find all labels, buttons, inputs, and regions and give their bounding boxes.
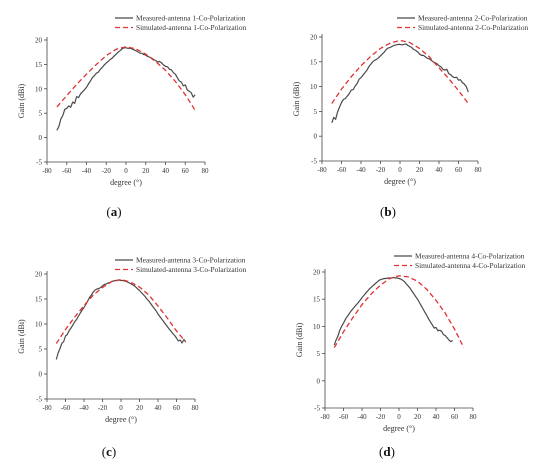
y-tick-label: -5	[314, 405, 320, 413]
legend-entry: Simulated-antenna 2-Co-Polarization	[418, 23, 529, 32]
x-tick-label: -40	[82, 167, 92, 175]
y-tick-label: 15	[35, 61, 43, 69]
x-tick-label: 80	[192, 404, 200, 412]
legend-entry: Simulated-antenna 3-Co-Polarization	[136, 265, 247, 274]
x-tick-label: -40	[356, 166, 366, 174]
y-tick-label: 0	[314, 133, 318, 141]
x-tick-label: -20	[376, 413, 386, 421]
y-tick-label: -5	[36, 396, 42, 404]
x-tick-label: -60	[62, 167, 72, 175]
x-tick-label: 20	[136, 404, 144, 412]
x-tick-label: -60	[337, 166, 347, 174]
x-tick-label: 80	[470, 413, 478, 421]
y-axis-label: Gain (dBi)	[17, 319, 26, 354]
measured-series-line	[56, 47, 196, 131]
x-tick-label: -20	[376, 166, 386, 174]
x-axis-label: degree (°)	[384, 177, 416, 186]
y-tick-label: 5	[317, 350, 321, 358]
x-tick-label: 20	[416, 166, 424, 174]
y-tick-label: 0	[39, 134, 43, 142]
x-tick-label: -80	[320, 413, 330, 421]
y-axis-label: Gain (dBi)	[295, 322, 304, 357]
x-tick-label: 60	[451, 413, 459, 421]
x-tick-label: 20	[142, 167, 150, 175]
y-tick-label: 20	[310, 34, 318, 42]
measured-series-line	[55, 279, 187, 360]
simulated-series-line	[55, 278, 187, 344]
y-tick-label: 0	[39, 371, 43, 379]
legend: Measured-antenna 4-Co-PolarizationSimula…	[394, 252, 526, 270]
x-axis-label: degree (°)	[383, 424, 415, 433]
x-tick-label: 60	[455, 166, 463, 174]
y-tick-label: -5	[36, 159, 42, 167]
x-tick-label: 40	[436, 166, 444, 174]
simulated-series-line	[56, 46, 196, 111]
legend-entry: Measured-antenna 3-Co-Polarization	[136, 256, 246, 265]
legend-entry: Measured-antenna 2-Co-Polarization	[418, 14, 528, 23]
x-tick-label: 40	[155, 404, 163, 412]
x-tick-label: -80	[42, 404, 52, 412]
x-tick-label: 40	[433, 413, 441, 421]
y-axis-label: Gain (dBi)	[292, 81, 301, 116]
legend: Measured-antenna 3-Co-PolarizationSimula…	[115, 256, 247, 274]
y-tick-label: 15	[313, 296, 321, 304]
y-tick-label: 10	[35, 85, 43, 93]
x-tick-label: 60	[182, 167, 190, 175]
panel-label: (a)	[106, 204, 121, 219]
legend-entry: Measured-antenna 1-Co-Polarization	[136, 14, 246, 23]
chart-panel-d: -80 -60 -40 -20 0 20 40 60 80 -5 0 5 10 15 20 degree (°…	[295, 252, 526, 460]
x-tick-label: 0	[398, 166, 402, 174]
x-tick-label: 0	[124, 167, 128, 175]
y-tick-label: 10	[313, 323, 321, 331]
y-tick-label: 15	[35, 296, 43, 304]
x-tick-label: 20	[414, 413, 422, 421]
y-tick-label: -5	[311, 158, 317, 166]
x-tick-label: -20	[98, 404, 108, 412]
simulated-series-line	[331, 39, 469, 104]
y-tick-label: 20	[313, 269, 321, 277]
x-tick-label: -60	[339, 413, 349, 421]
x-axis-label: degree (°)	[110, 178, 142, 187]
legend-entry: Measured-antenna 4-Co-Polarization	[415, 252, 525, 261]
x-tick-label: -60	[61, 404, 71, 412]
y-tick-label: 10	[310, 83, 318, 91]
y-tick-label: 10	[35, 321, 43, 329]
panel-label: (b)	[380, 204, 396, 219]
x-tick-label: -40	[357, 413, 367, 421]
x-tick-label: 80	[475, 166, 483, 174]
x-axis-label: degree (°)	[105, 415, 137, 424]
panel-label: (d)	[379, 444, 395, 459]
y-axis-label: Gain (dBi)	[17, 83, 26, 118]
legend: Measured-antenna 2-Co-PolarizationSimula…	[397, 14, 529, 32]
panel-label: (c)	[102, 444, 116, 459]
y-tick-label: 0	[317, 377, 321, 385]
simulated-series-line	[333, 275, 465, 348]
y-tick-label: 20	[35, 271, 43, 279]
y-tick-label: 15	[310, 58, 318, 66]
y-tick-label: 20	[35, 37, 43, 45]
x-tick-label: 80	[202, 167, 210, 175]
y-tick-label: 5	[39, 346, 43, 354]
x-tick-label: -80	[42, 167, 52, 175]
x-tick-label: -40	[79, 404, 89, 412]
chart-panel-c: -80 -60 -40 -20 0 20 40 60 80 -5 0 5 10 15 20 degree (°…	[17, 256, 247, 460]
x-tick-label: 40	[162, 167, 170, 175]
measured-series-line	[333, 276, 453, 346]
legend-entry: Simulated-antenna 1-Co-Polarization	[136, 23, 247, 32]
x-tick-label: 0	[119, 404, 123, 412]
legend-entry: Simulated-antenna 4-Co-Polarization	[415, 261, 526, 270]
x-tick-label: 0	[397, 413, 401, 421]
x-tick-label: -20	[102, 167, 112, 175]
x-tick-label: 60	[173, 404, 181, 412]
measured-series-line	[331, 43, 469, 123]
y-tick-label: 5	[39, 110, 43, 118]
legend: Measured-antenna 1-Co-PolarizationSimula…	[115, 14, 247, 32]
x-tick-label: -80	[317, 166, 327, 174]
y-tick-label: 5	[314, 108, 318, 116]
